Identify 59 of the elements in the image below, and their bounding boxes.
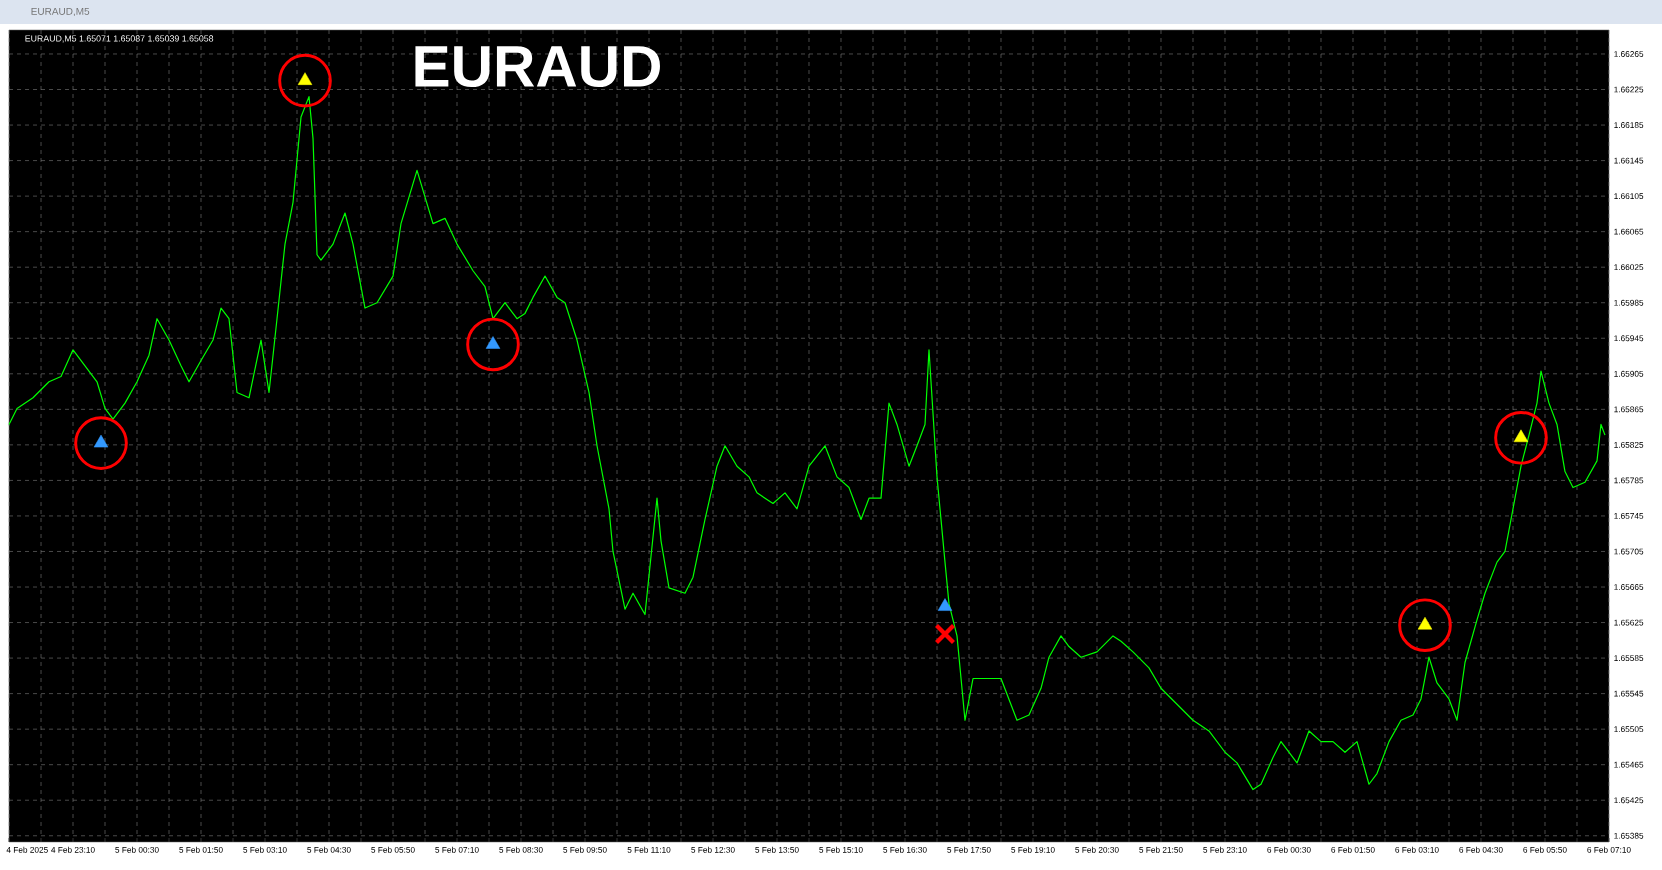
y-tick-label: 1.65745	[1614, 513, 1644, 519]
text: EURAUD,M5	[31, 7, 90, 17]
y-tick-label: 1.65505	[1614, 726, 1644, 733]
y-tick-label: 1.66145	[1614, 157, 1644, 164]
x-tick-label: 5 Feb 03:10	[243, 846, 287, 853]
x-tick-label: 5 Feb 15:10	[819, 846, 863, 853]
x-tick-label: 5 Feb 09:50	[563, 846, 607, 853]
x-tick-label: 6 Feb 07:10	[1587, 846, 1631, 853]
y-tick-label: 1.66065	[1614, 228, 1644, 235]
y-tick-label: 1.65705	[1614, 548, 1644, 555]
y-tick-label: 1.65425	[1614, 797, 1644, 804]
x-tick-label: 5 Feb 05:50	[371, 846, 415, 853]
x-tick-label: 5 Feb 19:10	[1011, 846, 1055, 853]
x-tick-label: 5 Feb 23:10	[1203, 846, 1247, 853]
point	[934, 623, 956, 645]
x-tick-label: 6 Feb 01:50	[1331, 846, 1375, 853]
chart-title: EURAUD	[415, 46, 660, 88]
y-tick-label: 1.65945	[1614, 335, 1644, 342]
y-tick-label: 1.65545	[1614, 690, 1644, 697]
x-tick-label: 5 Feb 01:50	[179, 846, 223, 853]
x-tick-label: 6 Feb 03:10	[1395, 846, 1439, 853]
y-tick-label: 1.66105	[1614, 193, 1644, 200]
x-tick-label: 5 Feb 04:30	[307, 846, 351, 853]
point	[74, 416, 128, 470]
y-tick-label: 1.65785	[1614, 477, 1644, 484]
x-tick-label: 5 Feb 08:30	[499, 846, 543, 853]
y-tick-label: 1.65905	[1614, 370, 1644, 377]
y-tick-label: 1.65865	[1614, 406, 1644, 413]
point	[937, 598, 953, 611]
y-tick-label: 1.65625	[1614, 619, 1644, 626]
x-tick-label: 4 Feb 2025	[6, 846, 48, 853]
point	[278, 53, 332, 108]
x-tick-label: 6 Feb 05:50	[1523, 846, 1567, 853]
x-tick-label: 6 Feb 00:30	[1267, 846, 1311, 853]
point	[1494, 410, 1548, 465]
point	[466, 317, 520, 372]
y-tick-label: 1.65825	[1614, 441, 1644, 448]
y-tick-label: 1.65385	[1614, 832, 1644, 839]
y-tick-label: 1.65985	[1614, 299, 1644, 306]
y-tick-label: 1.65665	[1614, 584, 1644, 590]
x-tick-label: 6 Feb 04:30	[1459, 846, 1503, 853]
x-tick-label: 5 Feb 16:30	[883, 846, 927, 853]
y-tick-label: 1.66185	[1614, 122, 1644, 128]
x-tick-label: 5 Feb 07:10	[435, 846, 479, 853]
y-tick-label: 1.66265	[1614, 51, 1644, 57]
point	[1398, 598, 1452, 653]
y-tick-label: 1.65465	[1614, 761, 1644, 768]
x-tick-label: 5 Feb 00:30	[115, 846, 159, 853]
x-tick-label: 5 Feb 21:50	[1139, 846, 1183, 853]
y-tick-label: 1.66025	[1614, 264, 1644, 271]
x-tick-label: 5 Feb 17:50	[947, 846, 991, 853]
x-tick-label: 5 Feb 20:30	[1075, 846, 1119, 853]
y-tick-label: 1.65585	[1614, 655, 1644, 662]
y-tick-label: 1.66225	[1614, 86, 1644, 93]
text: EURAUD,M5 1.65071 1.65087 1.65039 1.65058	[25, 35, 214, 43]
x-tick-label: 5 Feb 12:30	[691, 846, 735, 853]
x-tick-label: 5 Feb 11:10	[627, 846, 671, 853]
x-tick-label: 4 Feb 23:10	[51, 846, 95, 853]
x-tick-label: 5 Feb 13:50	[755, 846, 799, 853]
